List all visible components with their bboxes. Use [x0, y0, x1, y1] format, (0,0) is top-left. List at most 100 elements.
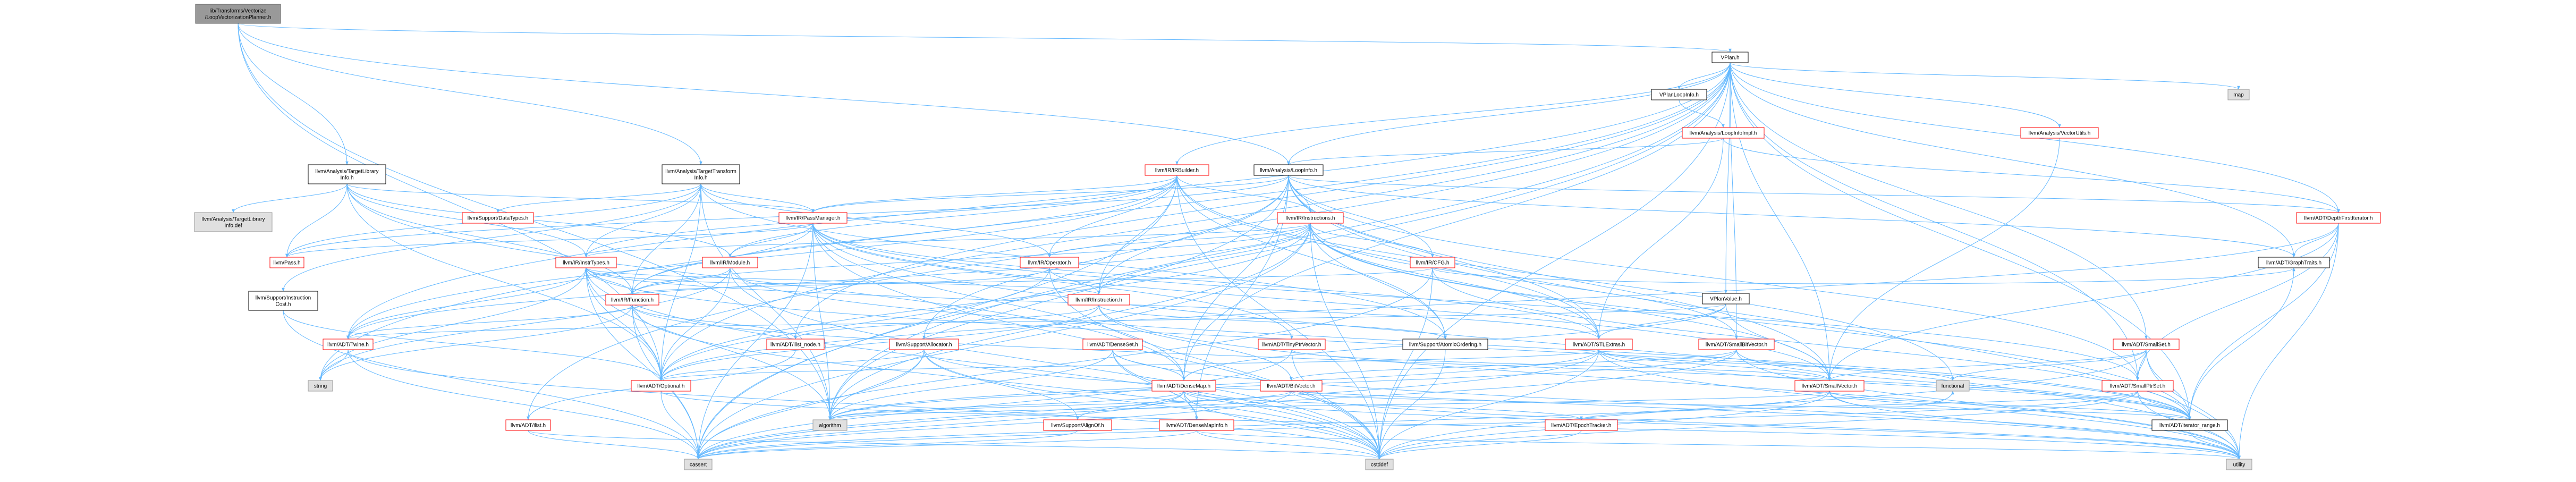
edge-passmanager-to-stlextras	[812, 223, 1600, 340]
node-genloopinfoimpl[interactable]: llvm/Analysis/LoopInfoImpl.h	[1682, 127, 1765, 139]
edge-instcost-to-cassert	[283, 310, 700, 460]
node-iterrange[interactable]: llvm/ADT/iterator_range.h	[2151, 419, 2228, 431]
edge-allocator-to-algorithm	[828, 349, 925, 420]
node-allocator[interactable]: llvm/Support/Allocator.h	[889, 339, 959, 350]
edge-loopinfo-to-algorithm	[828, 175, 1289, 420]
edge-passmanager-to-smallptrset	[812, 223, 2139, 381]
node-smallptrset[interactable]: llvm/ADT/SmallPtrSet.h	[2102, 380, 2174, 392]
node-box-instruction	[1067, 294, 1130, 306]
node-label-epoch: llvm/ADT/EpochTracker.h	[1552, 423, 1612, 429]
edge-vpvalue-to-stlextras	[1597, 303, 1726, 340]
node-smallset[interactable]: llvm/ADT/SmallSet.h	[2113, 339, 2180, 350]
node-instructions[interactable]: llvm/IR/Instructions.h	[1277, 212, 1344, 224]
node-label-denseset: llvm/ADT/DenseSet.h	[1087, 342, 1138, 348]
edge-smallvector-to-iterrange	[1829, 391, 2191, 420]
node-ilist[interactable]: llvm/ADT/ilist.h	[505, 419, 551, 431]
edge-genloopinfoimpl-to-dfi	[1723, 138, 2340, 213]
node-ilistnode[interactable]: llvm/ADT/ilist_node.h	[766, 339, 825, 350]
node-label-genloopinfoimpl: llvm/Analysis/LoopInfoImpl.h	[1690, 131, 1757, 137]
node-function[interactable]: llvm/IR/Function.h	[605, 294, 659, 306]
node-box-genloopinfoimpl	[1682, 127, 1765, 139]
edge-tinyptr-to-cstddef	[1291, 349, 1381, 460]
edge-irbuilder-to-functional	[1176, 175, 1954, 381]
node-label-insttypes: llvm/IR/InstrTypes.h	[563, 260, 609, 266]
node-label-iterrange: llvm/ADT/iterator_range.h	[2159, 423, 2220, 429]
node-box-densemapinfo	[1159, 419, 1234, 431]
edge-cfg-to-function	[631, 267, 1433, 295]
node-operator[interactable]: llvm/IR/Operator.h	[1020, 257, 1079, 268]
node-tinyptr[interactable]: llvm/ADT/TinyPtrVector.h	[1258, 339, 1326, 350]
edge-densemap-to-epoch	[1183, 391, 1583, 420]
node-densemapinfo[interactable]: llvm/ADT/DenseMapInfo.h	[1159, 419, 1234, 431]
node-passmanager[interactable]: llvm/IR/PassManager.h	[778, 212, 848, 224]
node-label-passmanager: llvm/IR/PassManager.h	[786, 216, 841, 222]
node-box-smallptrset	[2102, 380, 2174, 392]
edge-vplan-to-vpvalue	[1724, 62, 1731, 294]
edge-passmanager-to-utility	[812, 223, 2241, 460]
node-insttypes[interactable]: llvm/IR/InstrTypes.h	[555, 257, 617, 268]
node-instruction[interactable]: llvm/IR/Instruction.h	[1067, 294, 1130, 306]
edge-root-to-vplan	[238, 23, 1732, 53]
edge-densemap-to-utility	[1183, 391, 2241, 460]
edge-instructions-to-cassert	[697, 223, 1311, 460]
node-cfg[interactable]: llvm/IR/CFG.h	[1410, 257, 1455, 268]
node-dfi[interactable]: llvm/ADT/DepthFirstIterator.h	[2296, 212, 2381, 224]
edge-twine-to-string	[319, 349, 349, 381]
node-denseset[interactable]: llvm/ADT/DenseSet.h	[1082, 339, 1143, 350]
edge-smallbitvec-to-cassert	[697, 349, 1737, 460]
node-pass[interactable]: llvm/Pass.h	[269, 257, 304, 268]
edge-tti-to-algorithm	[700, 183, 832, 420]
node-atomic[interactable]: llvm/Support/AtomicOrdering.h	[1402, 339, 1488, 350]
node-alignof[interactable]: llvm/Support/AlignOf.h	[1043, 419, 1112, 431]
node-label-irbuilder: llvm/IR/IRBuilder.h	[1155, 168, 1199, 174]
node-root: lib/Transforms/Vectorize/LoopVectorizati…	[195, 4, 281, 24]
edge-epoch-to-cstddef	[1378, 430, 1582, 460]
edge-loopinfo-to-graphtraits	[1288, 175, 2295, 258]
node-label-cfg: llvm/IR/CFG.h	[1416, 260, 1450, 266]
node-box-root	[195, 4, 281, 24]
node-vplan[interactable]: VPlan.h	[1711, 52, 1749, 63]
node-graphtraits[interactable]: llvm/ADT/GraphTraits.h	[2258, 257, 2330, 268]
edge-vplan-to-cassert	[697, 62, 1731, 460]
node-irbuilder[interactable]: llvm/IR/IRBuilder.h	[1145, 164, 1209, 176]
edge-stlextras-to-iterrange	[1598, 349, 2191, 420]
edge-loopinfo-to-passmanager	[811, 175, 1289, 213]
node-datatypes[interactable]: llvm/Support/DataTypes.h	[462, 212, 534, 224]
edge-bitvector-to-cassert	[697, 391, 1292, 460]
edge-tti-to-passmanager	[700, 183, 815, 213]
edge-instructions-to-atomic	[1310, 223, 1447, 340]
node-vectorutils[interactable]: llvm/Analysis/VectorUtils.h	[2020, 127, 2099, 139]
edge-vplan-to-map	[1730, 62, 2240, 90]
edge-instructions-to-insttypes	[584, 223, 1311, 258]
node-label-densemapinfo: llvm/ADT/DenseMapInfo.h	[1166, 423, 1228, 429]
node-loopinfo[interactable]: llvm/Analysis/LoopInfo.h	[1253, 164, 1324, 176]
node-smallvector[interactable]: llvm/ADT/SmallVector.h	[1794, 380, 1865, 392]
node-smallbitvec[interactable]: llvm/ADT/SmallBitVector.h	[1698, 339, 1775, 350]
edge-tti-to-function	[631, 183, 701, 295]
node-vplanloopinfo[interactable]: VPlanLoopInfo.h	[1651, 89, 1707, 100]
node-twine[interactable]: llvm/ADT/Twine.h	[323, 339, 374, 350]
edge-module-to-string	[319, 267, 731, 381]
edge-densemapinfo-to-cassert	[697, 430, 1197, 460]
node-label-vplan: VPlan.h	[1721, 55, 1739, 61]
node-box-smallvector	[1794, 380, 1865, 392]
edge-vplan-to-smallptrset	[1730, 62, 2139, 381]
node-densemap[interactable]: llvm/ADT/DenseMap.h	[1151, 380, 1216, 392]
node-stlextras[interactable]: llvm/ADT/STLExtras.h	[1565, 339, 1633, 350]
node-label-pass: llvm/Pass.h	[273, 260, 300, 266]
node-label-tli: Info.h	[340, 175, 353, 181]
edge-operator-to-insttypes	[584, 267, 1050, 284]
node-vpvalue[interactable]: VPlanValue.h	[1702, 293, 1750, 305]
node-module[interactable]: llvm/IR/Module.h	[702, 257, 758, 268]
node-optional[interactable]: llvm/ADT/Optional.h	[631, 380, 691, 392]
edge-vplan-to-smallset	[1730, 62, 2148, 340]
node-label-loopinfo: llvm/Analysis/LoopInfo.h	[1260, 168, 1317, 174]
node-bitvector[interactable]: llvm/ADT/BitVector.h	[1260, 380, 1323, 392]
edge-operator-to-instruction	[1049, 267, 1100, 295]
node-epoch[interactable]: llvm/ADT/EpochTracker.h	[1545, 419, 1618, 431]
